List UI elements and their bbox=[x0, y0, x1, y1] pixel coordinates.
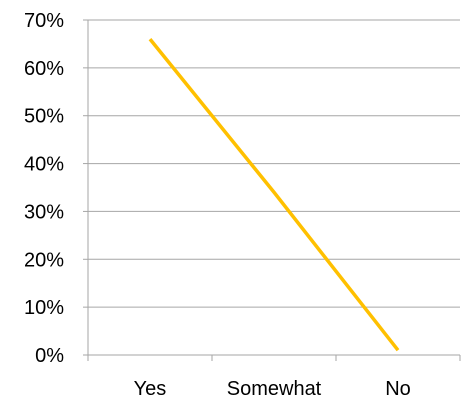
y-tick-label: 50% bbox=[24, 106, 64, 128]
series-lines bbox=[148, 38, 400, 352]
y-tick-label: 0% bbox=[35, 345, 64, 367]
x-axis-tick-labels: Yes Somewhat No bbox=[134, 378, 411, 400]
y-tick-label: 30% bbox=[24, 201, 64, 223]
y-tick-label: 60% bbox=[24, 58, 64, 80]
y-tick-label: 10% bbox=[24, 297, 64, 319]
gridlines bbox=[88, 19, 460, 308]
y-tick-label: 20% bbox=[24, 249, 64, 271]
y-tick-label: 70% bbox=[24, 10, 64, 32]
y-axis-tick-labels: 0% 10% 20% 30% 40% 50% 60% 70% bbox=[24, 10, 64, 367]
axes bbox=[83, 19, 461, 361]
y-tick-label: 40% bbox=[24, 154, 64, 176]
series-line bbox=[148, 38, 400, 352]
x-tick-label: Somewhat bbox=[227, 378, 322, 400]
x-tick-label: Yes bbox=[134, 378, 167, 400]
x-tick-label: No bbox=[385, 378, 411, 400]
